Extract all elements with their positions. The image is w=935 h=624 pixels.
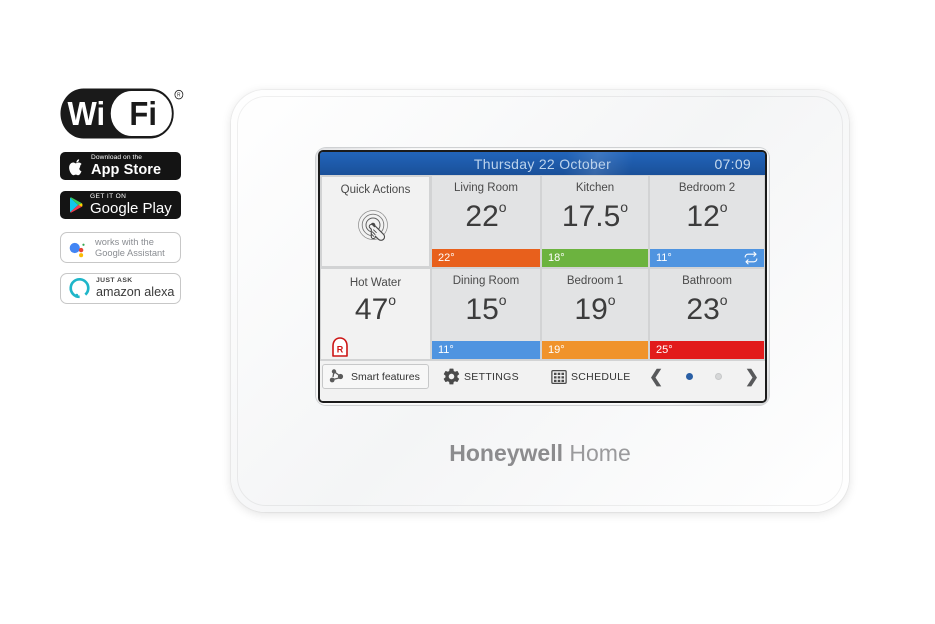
svg-text:Wi: Wi — [68, 95, 106, 132]
svg-text:Fi: Fi — [129, 95, 157, 132]
svg-text:R: R — [337, 345, 344, 355]
svg-text:R: R — [177, 93, 181, 99]
